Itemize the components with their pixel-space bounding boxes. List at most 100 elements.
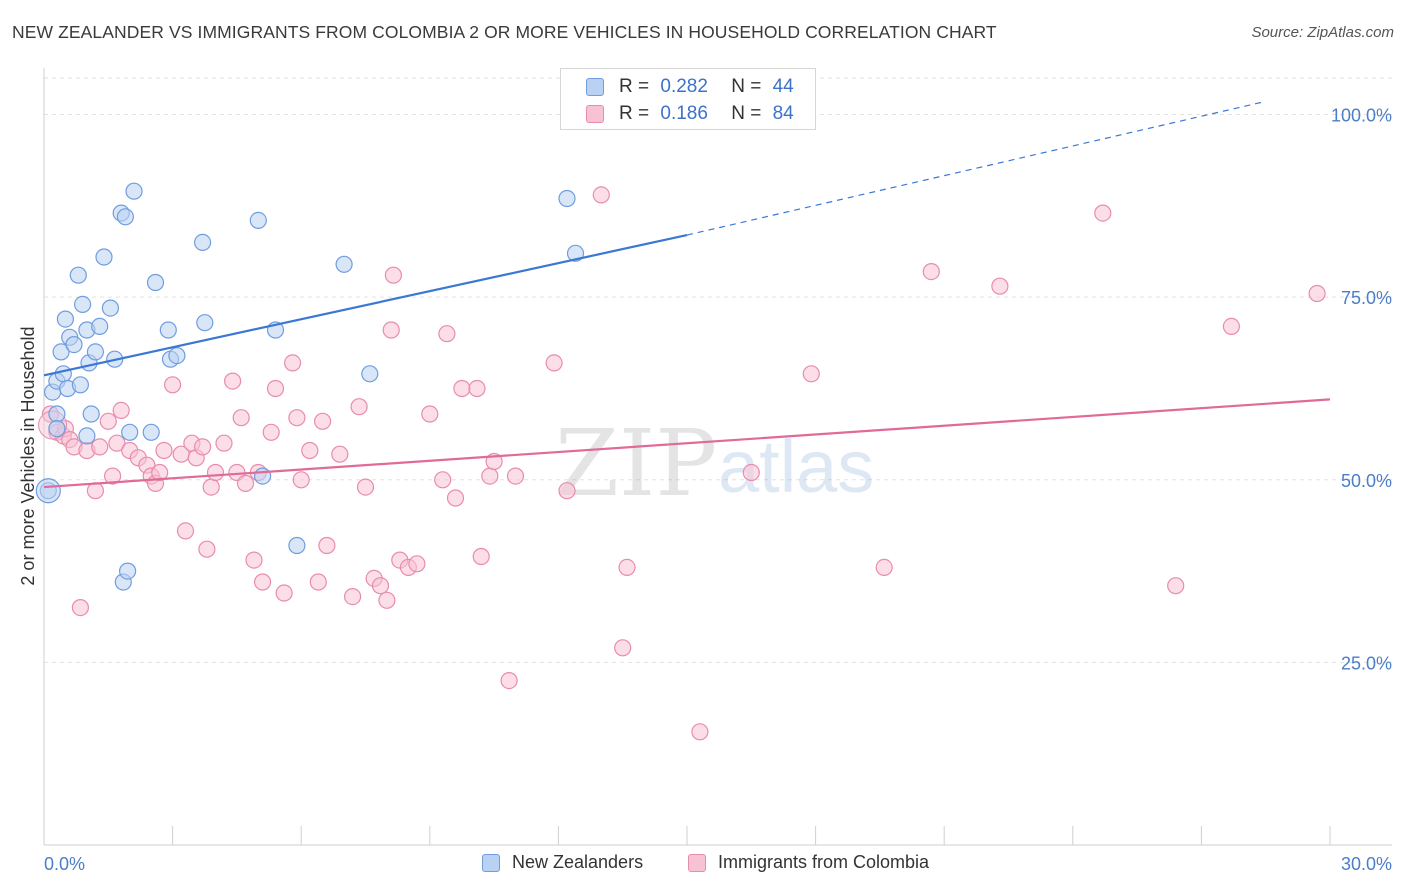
- point-colombia: [194, 438, 212, 456]
- point-newzealanders: [95, 248, 113, 266]
- point-newzealanders: [82, 405, 100, 423]
- point-newzealanders: [288, 536, 306, 555]
- point-colombia: [506, 467, 525, 485]
- point-colombia: [99, 412, 117, 430]
- point-newzealanders: [558, 189, 576, 208]
- point-colombia: [1308, 284, 1326, 303]
- point-colombia: [151, 463, 169, 482]
- series-legend: New Zealanders Immigrants from Colombia: [0, 850, 1406, 880]
- point-newzealanders: [168, 347, 186, 365]
- legend-swatch-blue: [482, 853, 500, 872]
- point-colombia: [1167, 577, 1185, 595]
- point-colombia: [245, 551, 263, 569]
- point-colombia: [371, 577, 390, 595]
- point-newzealanders-large: [35, 478, 61, 504]
- point-colombia: [468, 379, 486, 398]
- point-colombia: [202, 478, 220, 496]
- point-colombia: [331, 445, 349, 463]
- point-newzealanders: [54, 365, 72, 383]
- point-colombia: [614, 639, 632, 657]
- point-newzealanders: [566, 244, 585, 262]
- legend-swatch-pink: [586, 105, 604, 123]
- point-newzealanders: [142, 423, 160, 441]
- point-newzealanders: [196, 314, 214, 332]
- point-colombia: [408, 555, 426, 573]
- point-newzealanders: [91, 317, 109, 335]
- point-colombia: [254, 573, 272, 591]
- point-colombia: [232, 409, 250, 427]
- correlation-legend: R = 0.282 N = 44 R = 0.186 N = 84: [560, 68, 816, 130]
- point-colombia: [356, 478, 375, 496]
- series-newzealanders-points: [35, 182, 585, 591]
- point-colombia: [301, 441, 319, 460]
- point-newzealanders: [78, 427, 96, 445]
- n-label: N =: [731, 103, 762, 124]
- r-label: R =: [619, 103, 650, 124]
- point-colombia: [318, 536, 336, 555]
- watermark: ZIP atlas: [555, 410, 874, 517]
- point-colombia: [198, 540, 216, 558]
- n-value: 44: [772, 76, 794, 97]
- legend-label: New Zealanders: [512, 852, 644, 872]
- watermark-atlas: atlas: [718, 425, 874, 508]
- point-colombia: [206, 463, 225, 482]
- point-colombia: [344, 587, 362, 606]
- point-colombia: [453, 379, 471, 398]
- point-colombia: [500, 671, 518, 690]
- point-newzealanders: [361, 365, 379, 383]
- point-colombia: [176, 522, 195, 540]
- point-colombia: [164, 376, 182, 394]
- point-colombia: [350, 398, 368, 416]
- point-colombia: [384, 266, 402, 284]
- point-colombia: [558, 482, 576, 500]
- point-colombia: [71, 598, 90, 617]
- x-tick-label: 0.0%: [44, 854, 85, 874]
- axes: [43, 68, 1392, 846]
- legend-item-colombia[interactable]: Immigrants from Colombia: [688, 852, 929, 873]
- watermark-zip: ZIP: [555, 410, 717, 517]
- point-newzealanders: [335, 255, 353, 273]
- point-newzealanders: [116, 208, 135, 226]
- n-value: 84: [772, 103, 794, 124]
- point-colombia: [438, 325, 456, 343]
- y-tick-label: 100.0%: [1331, 106, 1392, 126]
- point-colombia: [421, 405, 439, 423]
- point-colombia: [545, 354, 563, 372]
- point-colombia: [481, 467, 499, 485]
- point-colombia: [875, 558, 893, 577]
- legend-item-newzealanders[interactable]: New Zealanders: [482, 852, 643, 873]
- point-newzealanders: [73, 295, 92, 313]
- r-value: 0.186: [660, 103, 708, 124]
- point-colombia: [103, 467, 122, 485]
- point-colombia: [309, 573, 327, 591]
- point-newzealanders: [86, 343, 105, 361]
- point-colombia: [236, 474, 255, 492]
- point-newzealanders: [159, 321, 177, 339]
- y-tick-label: 75.0%: [1341, 288, 1392, 308]
- point-colombia: [434, 471, 452, 489]
- point-colombia: [284, 354, 302, 372]
- source-label: Source: ZipAtlas.com: [1251, 24, 1394, 41]
- chart-title: NEW ZEALANDER VS IMMIGRANTS FROM COLOMBI…: [12, 22, 997, 42]
- point-colombia: [86, 482, 105, 500]
- point-colombia: [155, 441, 173, 460]
- point-colombia: [618, 558, 636, 577]
- point-colombia: [382, 321, 400, 339]
- point-colombia: [314, 412, 332, 430]
- tick-labels: 25.0% 50.0% 75.0% 100.0% 0.0% 30.0%: [44, 106, 1392, 874]
- x-tick-label: 30.0%: [1341, 854, 1392, 874]
- legend-label: Immigrants from Colombia: [718, 852, 930, 872]
- point-newzealanders: [125, 182, 143, 200]
- point-newzealanders: [254, 467, 272, 485]
- point-newzealanders: [52, 343, 70, 361]
- point-colombia: [472, 547, 490, 566]
- point-colombia: [112, 401, 130, 419]
- point-newzealanders: [249, 211, 267, 229]
- point-colombia: [922, 263, 940, 281]
- point-newzealanders: [101, 299, 120, 317]
- r-value: 0.282: [660, 76, 708, 97]
- point-colombia: [1094, 204, 1112, 222]
- point-colombia: [1222, 317, 1241, 335]
- trend-line-colombia: [43, 398, 1331, 489]
